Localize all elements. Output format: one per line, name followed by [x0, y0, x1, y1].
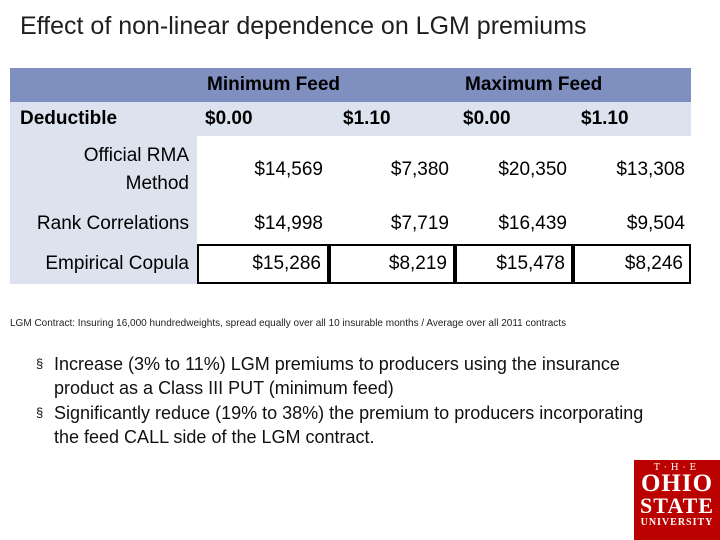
contract-note: LGM Contract: Insuring 16,000 hundredwei… [10, 318, 567, 329]
table-cell: $20,350 [498, 159, 567, 180]
row-label-empirical-copula: Empirical Copula [10, 244, 197, 284]
deductible-min-110: $1.10 [329, 102, 455, 136]
logo-ohio: OHIO [640, 470, 714, 497]
bullet-marker: § [36, 405, 44, 420]
table-cell: $7,719 [390, 213, 449, 234]
logo-university: UNIVERSITY [640, 517, 714, 528]
row-label-official-rma: Official RMA Method [10, 136, 197, 204]
slide-title: Effect of non-linear dependence on LGM p… [20, 12, 587, 40]
table-cell-highlighted: $15,478 [455, 244, 573, 284]
table-cell: $13,308 [616, 159, 685, 180]
row-label-line: Method [125, 173, 189, 194]
ohio-state-logo: T·H·E OHIO STATE UNIVERSITY [634, 460, 720, 540]
deductible-min-0: $0.00 [197, 102, 329, 136]
row-label-line: Official RMA [83, 145, 189, 166]
logo-state: STATE [640, 493, 714, 518]
table-cell: $9,504 [626, 213, 685, 234]
bullet-item: § Significantly reduce (19% to 38%) the p… [36, 401, 656, 449]
table-cell-highlighted: $8,219 [329, 244, 455, 284]
bullet-text: Increase (3% to 11%) LGM premiums to pro… [54, 354, 620, 398]
table-cell: $14,569 [254, 159, 323, 180]
table-cell-highlighted: $15,286 [197, 244, 329, 284]
bullet-item: § Increase (3% to 11%) LGM premiums to pr… [36, 352, 656, 400]
premium-table: Minimum Feed Maximum Feed Deductible $0.… [0, 68, 720, 288]
bullet-marker: § [36, 356, 44, 371]
bullet-list: § Increase (3% to 11%) LGM premiums to pr… [36, 352, 656, 450]
table-cell: $7,380 [390, 159, 449, 180]
table-cell: $14,998 [254, 213, 323, 234]
header-minimum-feed: Minimum Feed [197, 68, 455, 102]
bullet-text: Significantly reduce (19% to 38%) the pr… [54, 403, 644, 447]
logo-the: T·H·E [653, 463, 701, 473]
row-label-rank-correlations: Rank Correlations [10, 204, 197, 244]
deductible-max-0: $0.00 [455, 102, 573, 136]
table-cell-highlighted: $8,246 [573, 244, 691, 284]
header-maximum-feed: Maximum Feed [455, 68, 691, 102]
table-cell: $16,439 [498, 213, 567, 234]
row-header-deductible: Deductible [10, 102, 197, 136]
deductible-max-110: $1.10 [573, 102, 691, 136]
